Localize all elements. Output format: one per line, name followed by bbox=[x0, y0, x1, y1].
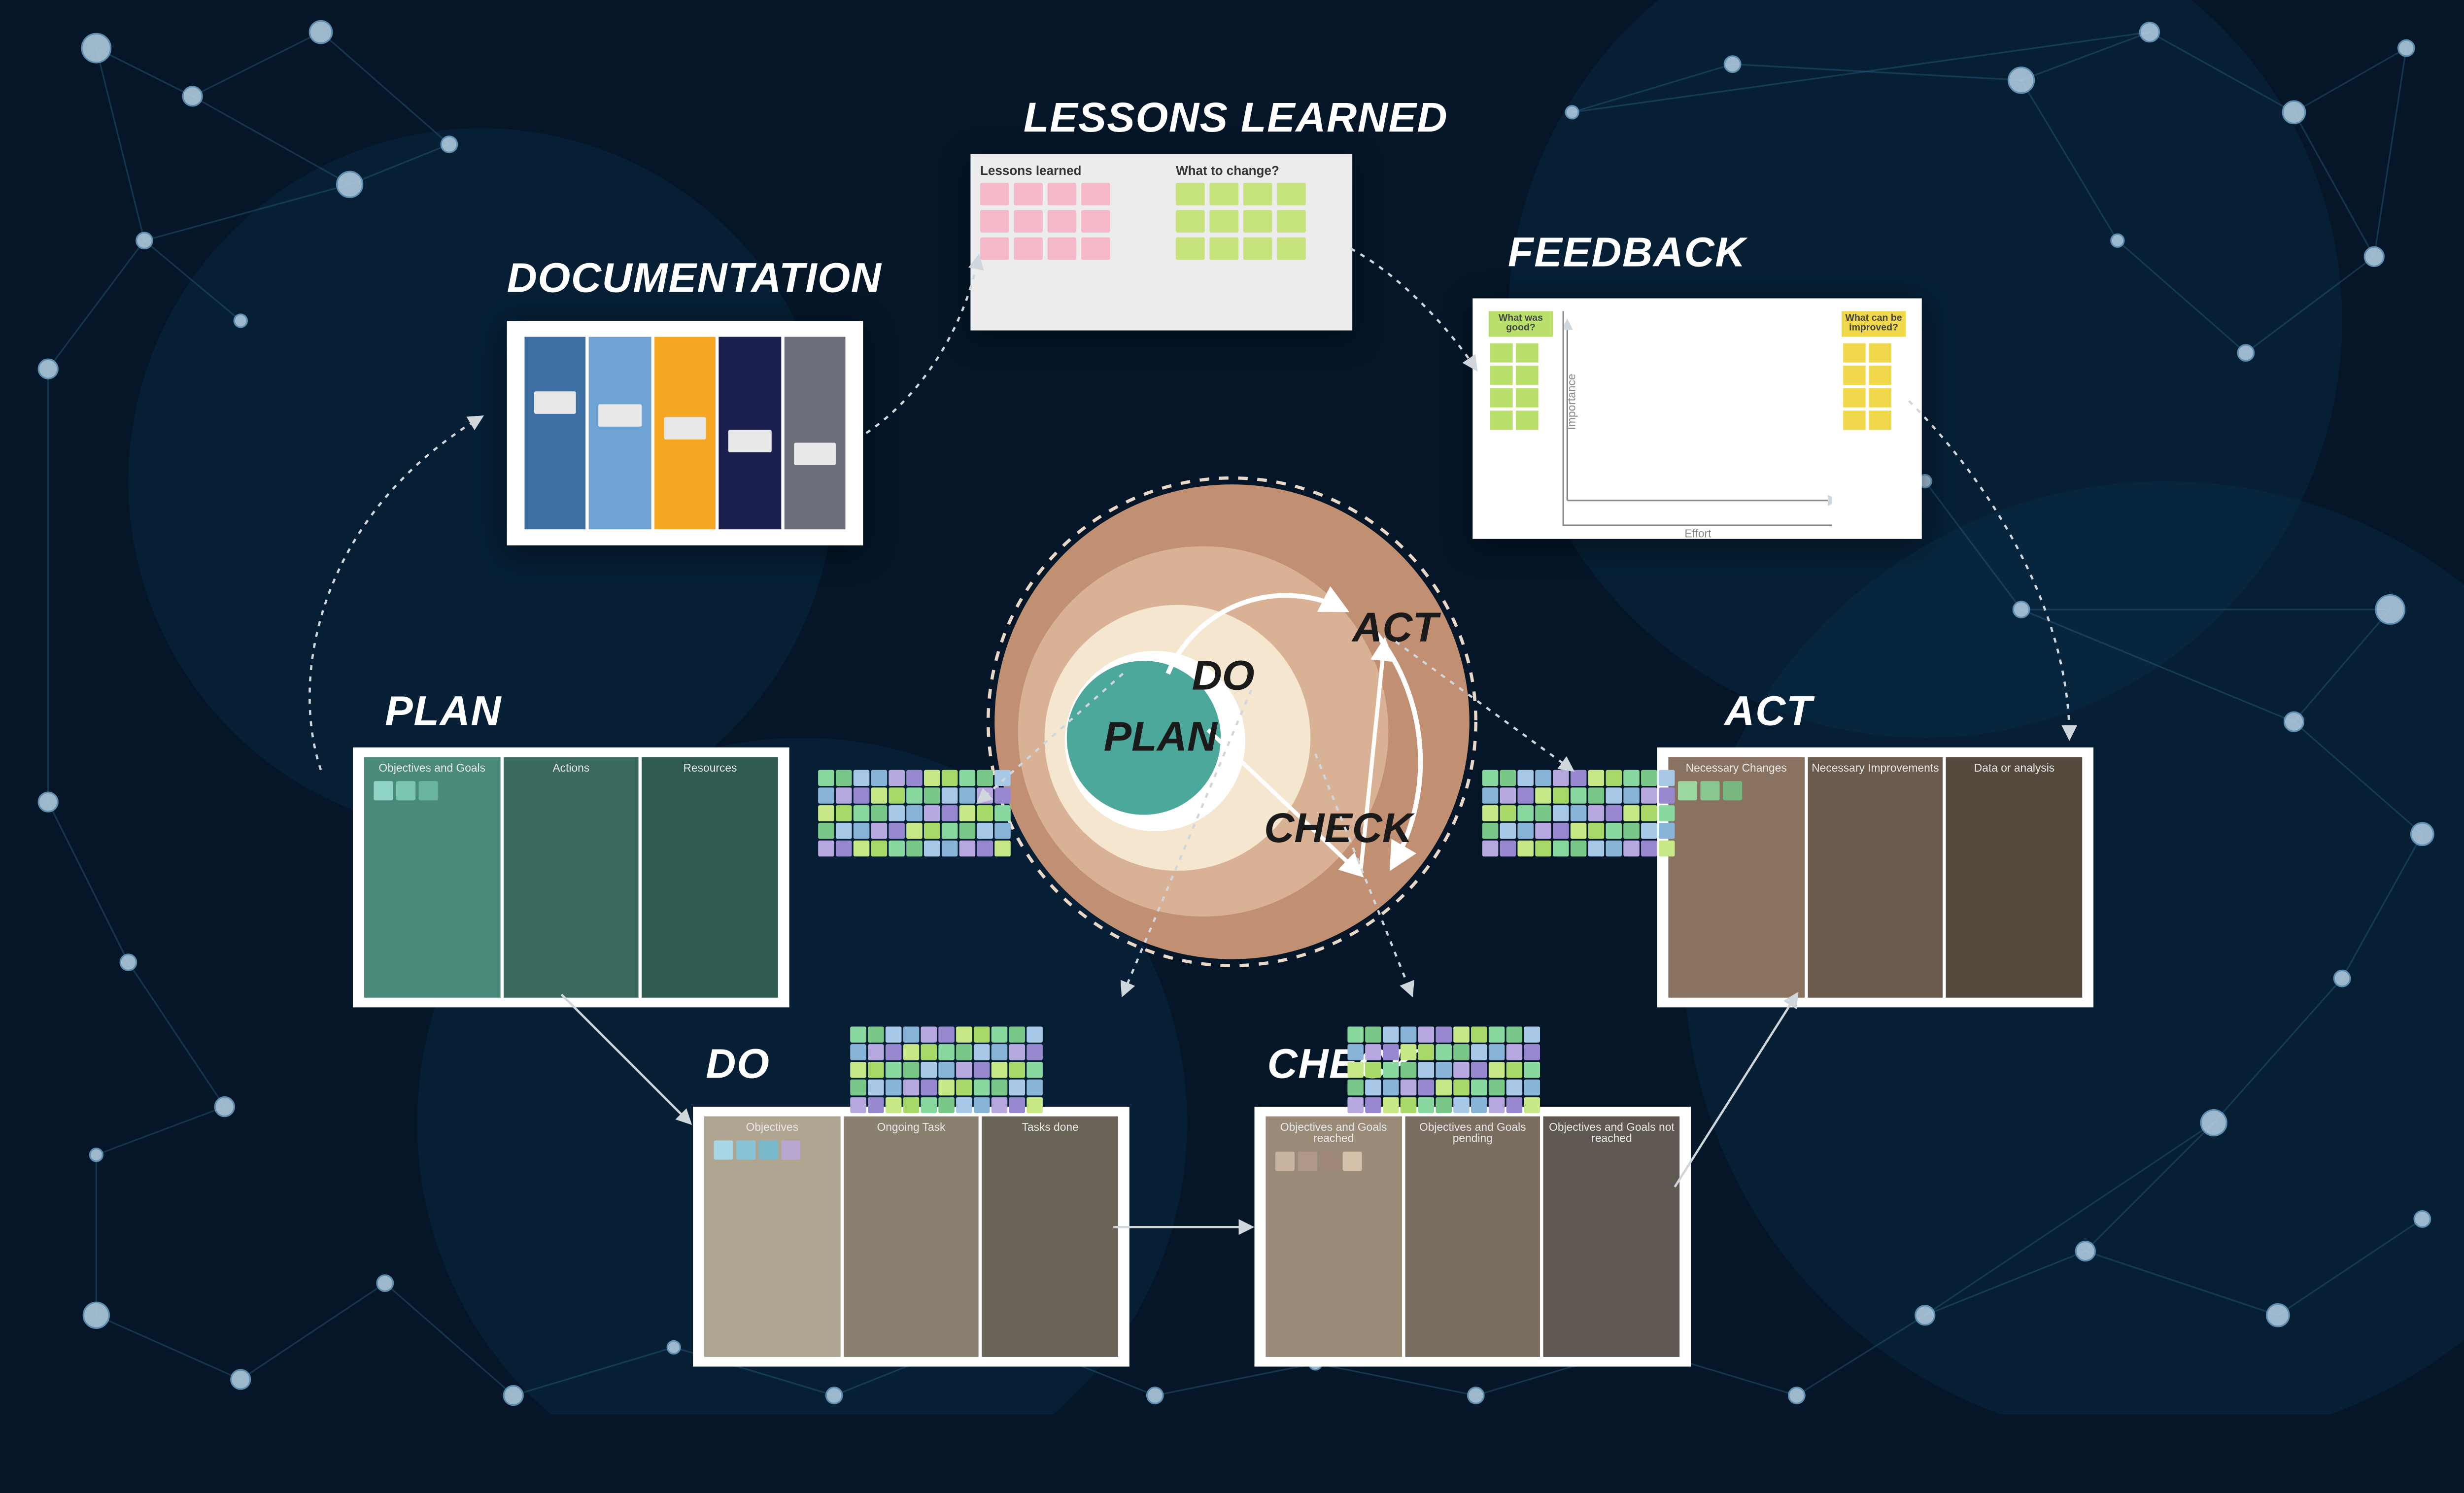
connector-layer bbox=[0, 0, 2464, 1415]
